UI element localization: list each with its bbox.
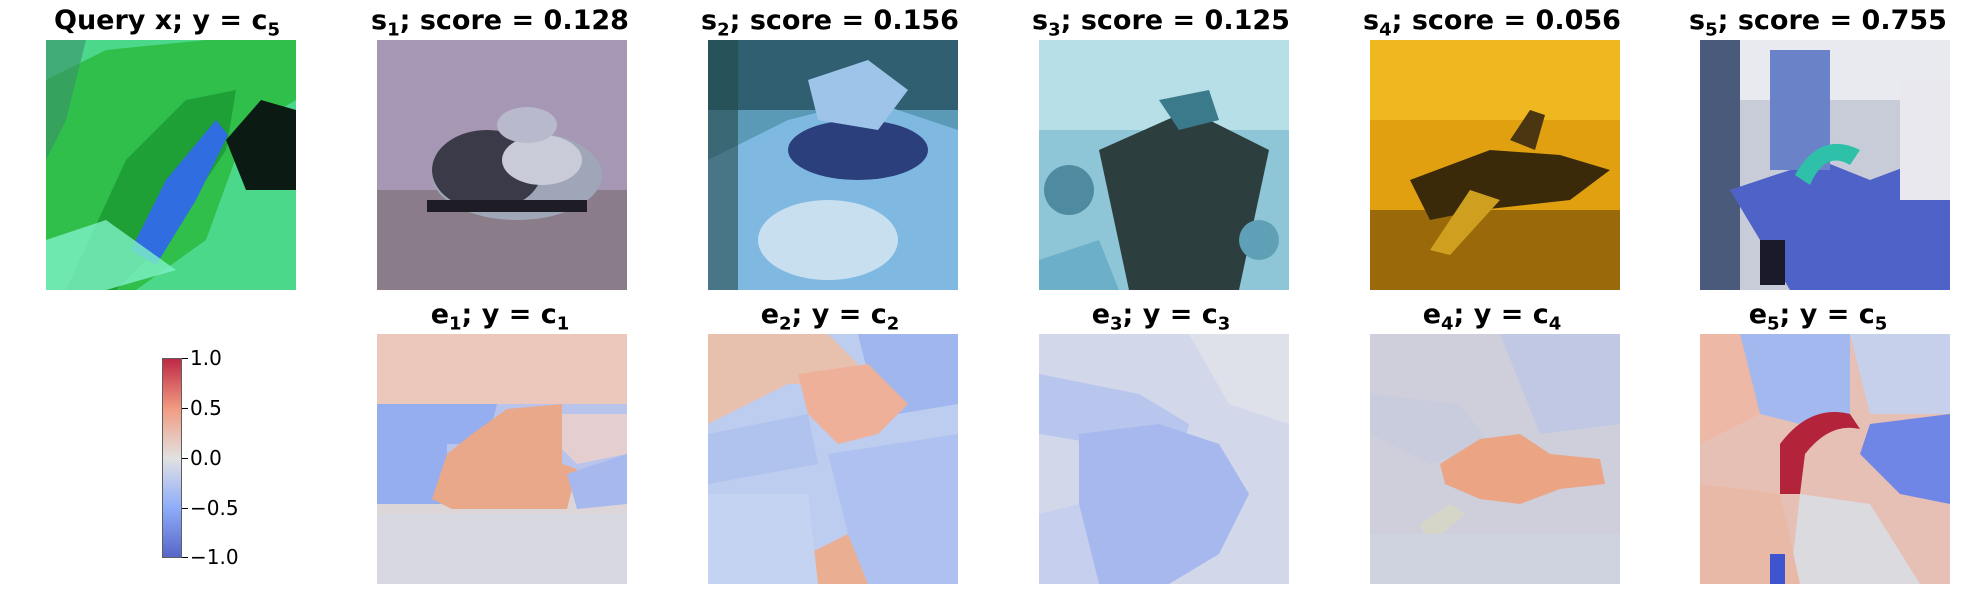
similar-image-3 xyxy=(1039,40,1289,290)
explanation-heatmap-3 xyxy=(1039,334,1289,584)
explanation-title-4: e4; y = c4 xyxy=(1422,299,1562,335)
similar-image-4 xyxy=(1370,40,1620,290)
similar-image-1 xyxy=(377,40,627,290)
colorbar-tick xyxy=(182,557,188,558)
colorbar-tick-label: 0.5 xyxy=(190,396,222,420)
query-title: Query x; y = c5 xyxy=(54,5,280,41)
similar-title-5: s5; score = 0.755 xyxy=(1689,5,1947,41)
query-image xyxy=(46,40,296,290)
explanation-title-5: e5; y = c5 xyxy=(1748,299,1888,335)
explanation-heatmap-2 xyxy=(708,334,958,584)
similar-image-5 xyxy=(1700,40,1950,290)
similar-title-3: s3; score = 0.125 xyxy=(1032,5,1290,41)
colorbar-tick-label: −1.0 xyxy=(190,545,239,569)
explanation-heatmap-5 xyxy=(1700,334,1950,584)
explanation-heatmap-4 xyxy=(1370,334,1620,584)
similar-title-2: s2; score = 0.156 xyxy=(701,5,959,41)
colorbar-tick xyxy=(182,408,188,409)
similar-title-1: s1; score = 0.128 xyxy=(371,5,629,41)
explanation-heatmap-1 xyxy=(377,334,627,584)
similar-title-4: s4; score = 0.056 xyxy=(1363,5,1621,41)
colorbar-tick-label: 1.0 xyxy=(190,346,222,370)
explanation-title-1: e1; y = c1 xyxy=(430,299,570,335)
explanation-title-3: e3; y = c3 xyxy=(1091,299,1231,335)
colorbar-tick xyxy=(182,508,188,509)
colorbar-tick-label: 0.0 xyxy=(190,446,222,470)
colorbar-tick xyxy=(182,458,188,459)
colorbar-tick xyxy=(182,358,188,359)
explanation-title-2: e2; y = c2 xyxy=(760,299,900,335)
colorbar-tick-label: −0.5 xyxy=(190,496,239,520)
similar-image-2 xyxy=(708,40,958,290)
colorbar xyxy=(162,358,182,558)
